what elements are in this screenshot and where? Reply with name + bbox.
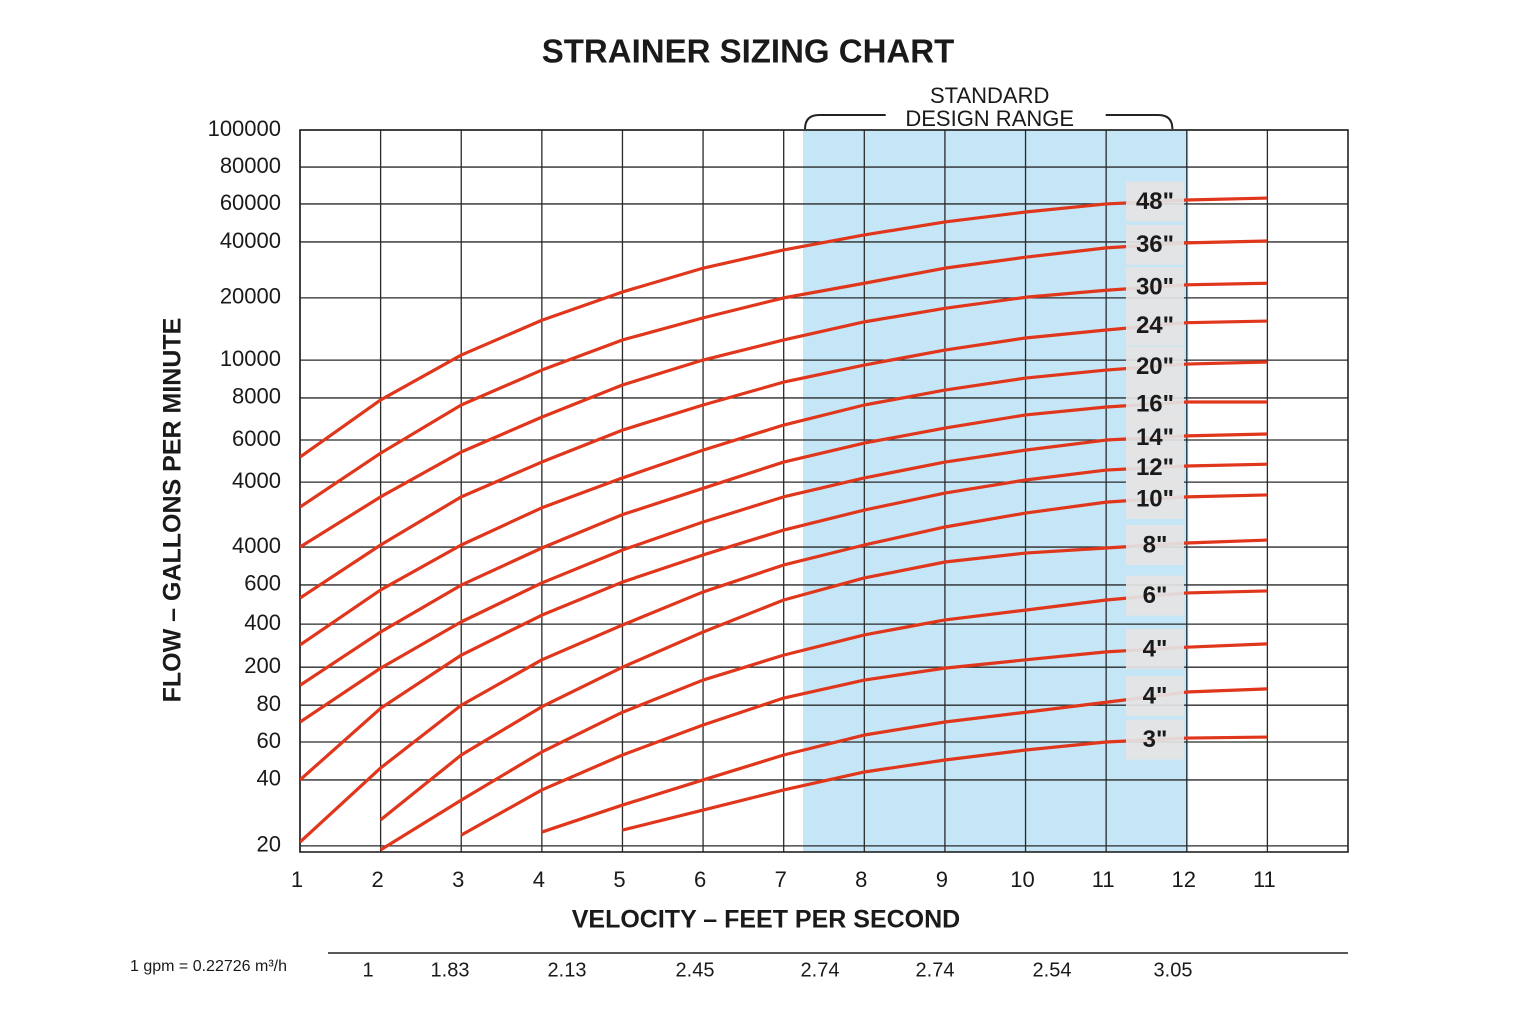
size-label: 48" (1136, 188, 1174, 215)
size-label-box (1126, 383, 1184, 424)
flow-curve (300, 281, 1268, 549)
design-range-label: STANDARD (930, 83, 1049, 108)
y-tick-label: 6000 (232, 426, 281, 451)
y-tick-label: 40 (257, 766, 281, 791)
y-tick-label: 8000 (232, 384, 281, 409)
size-label-box (1126, 478, 1184, 519)
y-tick-label: 20 (257, 832, 281, 857)
y-tick-label: 200 (244, 653, 281, 678)
y-tick-label: 10000 (220, 346, 281, 371)
conversion-value: 1 (362, 959, 373, 981)
x-tick-label: 7 (775, 867, 787, 892)
size-label-box (1126, 676, 1184, 717)
size-label: 20" (1136, 353, 1174, 380)
size-label: 16" (1136, 390, 1174, 417)
x-tick-label: 5 (613, 867, 625, 892)
x-tick-label: 2 (371, 867, 383, 892)
plot-frame (299, 129, 1349, 853)
flow-curve (300, 239, 1268, 509)
y-tick-label: 100000 (208, 116, 281, 141)
conversion-value: 1.83 (431, 959, 470, 981)
y-tick-label: 60000 (220, 190, 281, 215)
size-label: 3" (1143, 726, 1168, 753)
size-label: 4" (1143, 635, 1168, 662)
x-tick-label: 4 (533, 867, 545, 892)
x-tick-label: 8 (855, 867, 867, 892)
y-tick-label: 60 (257, 728, 281, 753)
conversion-value: 2.74 (916, 959, 955, 981)
size-label-box (1126, 266, 1184, 307)
size-label-box (1126, 224, 1184, 265)
chart-title: STRAINER SIZING CHART (542, 33, 955, 70)
conversion-value: 3.05 (1154, 959, 1193, 981)
size-label-box (1126, 575, 1184, 616)
x-tick-label: 11 (1253, 867, 1276, 892)
flow-curve (300, 360, 1268, 647)
x-tick-label: 9 (936, 867, 948, 892)
y-tick-label: 4000 (232, 533, 281, 558)
size-label: 12" (1136, 454, 1174, 481)
y-tick-label: 400 (244, 610, 281, 635)
flow-curve (300, 400, 1268, 687)
x-tick-label: 1 (291, 867, 303, 892)
flow-curve (379, 589, 1268, 852)
x-tick-label: 10 (1010, 867, 1034, 892)
size-label-box (1126, 305, 1184, 346)
design-range-label: DESIGN RANGE (905, 106, 1074, 131)
conversion-value: 2.13 (548, 959, 587, 981)
y-tick-label: 20000 (220, 284, 281, 309)
flow-curve (300, 432, 1268, 724)
size-label: 30" (1136, 273, 1174, 300)
y-axis-label: FLOW – GALLONS PER MINUTE (159, 318, 187, 703)
x-tick-label: 11 (1092, 867, 1115, 892)
conversion-value: 2.45 (676, 959, 715, 981)
conversion-value: 2.54 (1033, 959, 1072, 981)
flow-curve (300, 493, 1268, 844)
design-range-band (803, 130, 1189, 852)
y-tick-label: 4000 (232, 468, 281, 493)
size-label: 36" (1136, 231, 1174, 258)
size-label: 24" (1136, 312, 1174, 339)
size-label: 8" (1143, 531, 1168, 558)
y-tick-label: 80 (257, 691, 281, 716)
size-label-box (1126, 629, 1184, 670)
size-label-box (1126, 719, 1184, 760)
flow-curve (300, 319, 1268, 600)
y-tick-label: 80000 (220, 153, 281, 178)
y-tick-label: 600 (244, 571, 281, 596)
conversion-value: 2.74 (801, 959, 840, 981)
flow-curve (300, 196, 1268, 459)
conversion-note: 1 gpm = 0.22726 m³/h (130, 958, 287, 975)
x-tick-label: 3 (452, 867, 464, 892)
y-tick-label: 40000 (220, 228, 281, 253)
size-label-box (1126, 346, 1184, 387)
x-tick-label: 6 (694, 867, 706, 892)
size-label: 4" (1143, 682, 1168, 709)
flow-curve (379, 538, 1268, 822)
size-label: 10" (1136, 485, 1174, 512)
flow-curve (300, 462, 1268, 782)
design-range-bracket (804, 114, 1174, 130)
size-label: 14" (1136, 424, 1174, 451)
x-tick-label: 12 (1172, 867, 1196, 892)
x-axis-label: VELOCITY – FEET PER SECOND (572, 906, 961, 934)
size-label: 6" (1143, 582, 1168, 609)
size-label-box (1126, 524, 1184, 565)
size-label-box (1126, 181, 1184, 222)
